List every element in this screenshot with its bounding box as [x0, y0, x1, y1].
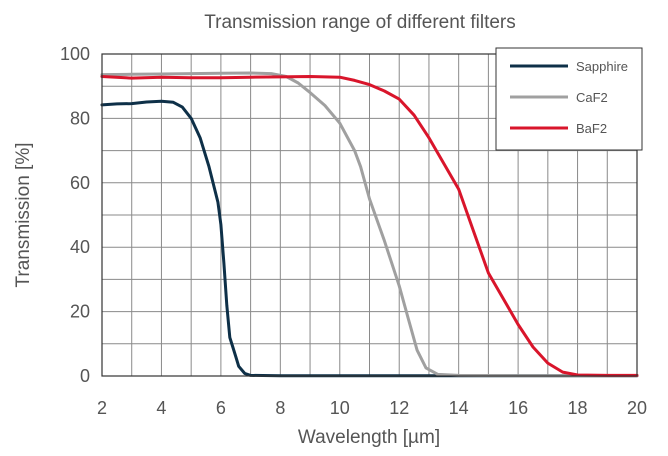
series-line-caf2: [100, 71, 639, 378]
x-tick-label: 10: [330, 398, 350, 418]
chart-title: Transmission range of different filters: [204, 12, 516, 33]
x-tick-label: 16: [508, 398, 528, 418]
x-tick-label: 20: [627, 398, 647, 418]
legend-label-caf2: CaF2: [576, 90, 608, 105]
x-tick-label: 8: [275, 398, 285, 418]
legend-items: Sapphire CaF2 BaF2: [510, 59, 628, 136]
x-tick-label: 14: [449, 398, 469, 418]
x-tick-label: 2: [97, 398, 107, 418]
plot-frame: [101, 53, 638, 377]
x-tick-label: 4: [156, 398, 166, 418]
y-tick-label: 0: [80, 366, 90, 386]
x-axis-label: Wavelength [µm]: [298, 427, 440, 448]
y-axis-label: Transmission [%]: [13, 143, 34, 288]
y-tick-label: 20: [70, 302, 90, 322]
x-tick-label: 6: [216, 398, 226, 418]
y-tick-label: 60: [70, 173, 90, 193]
x-tick-labels: 2 4 6 8 10 12 14 16 18 20: [97, 398, 647, 418]
y-tick-labels: 0 20 40 60 80 100: [60, 44, 90, 386]
x-tick-label: 12: [389, 398, 409, 418]
series-line-baf2: [100, 75, 639, 377]
y-tick-label: 80: [70, 108, 90, 128]
legend-label-sapphire: Sapphire: [576, 59, 628, 74]
y-tick-label: 100: [60, 44, 90, 64]
y-tick-label: 40: [70, 237, 90, 257]
x-tick-label: 18: [568, 398, 588, 418]
legend: Sapphire CaF2 BaF2: [495, 47, 643, 151]
legend-label-baf2: BaF2: [576, 121, 607, 136]
